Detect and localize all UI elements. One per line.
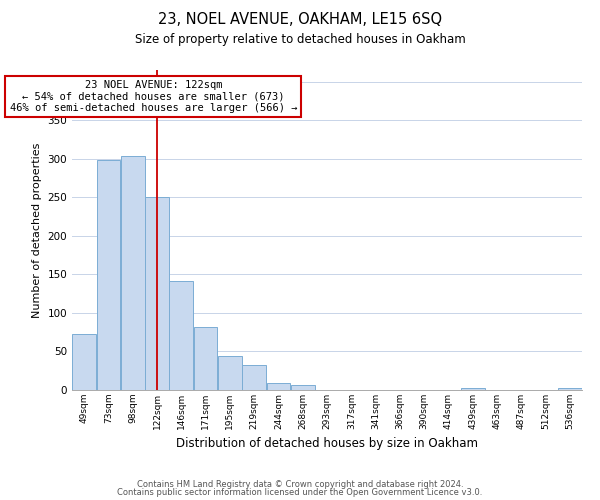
Text: Size of property relative to detached houses in Oakham: Size of property relative to detached ho… bbox=[134, 32, 466, 46]
Bar bbox=[461, 388, 485, 390]
Bar bbox=[194, 327, 217, 390]
Text: 23, NOEL AVENUE, OAKHAM, LE15 6SQ: 23, NOEL AVENUE, OAKHAM, LE15 6SQ bbox=[158, 12, 442, 28]
Bar bbox=[291, 386, 314, 390]
Text: Contains HM Land Registry data © Crown copyright and database right 2024.: Contains HM Land Registry data © Crown c… bbox=[137, 480, 463, 489]
Bar bbox=[97, 160, 121, 390]
Y-axis label: Number of detached properties: Number of detached properties bbox=[32, 142, 42, 318]
X-axis label: Distribution of detached houses by size in Oakham: Distribution of detached houses by size … bbox=[176, 438, 478, 450]
Text: 23 NOEL AVENUE: 122sqm
← 54% of detached houses are smaller (673)
46% of semi-de: 23 NOEL AVENUE: 122sqm ← 54% of detached… bbox=[10, 80, 297, 113]
Bar bbox=[121, 156, 145, 390]
Text: Contains public sector information licensed under the Open Government Licence v3: Contains public sector information licen… bbox=[118, 488, 482, 497]
Bar bbox=[169, 280, 193, 390]
Bar bbox=[558, 388, 582, 390]
Bar bbox=[218, 356, 242, 390]
Bar bbox=[72, 334, 96, 390]
Bar bbox=[145, 197, 169, 390]
Bar bbox=[242, 366, 266, 390]
Bar bbox=[266, 383, 290, 390]
